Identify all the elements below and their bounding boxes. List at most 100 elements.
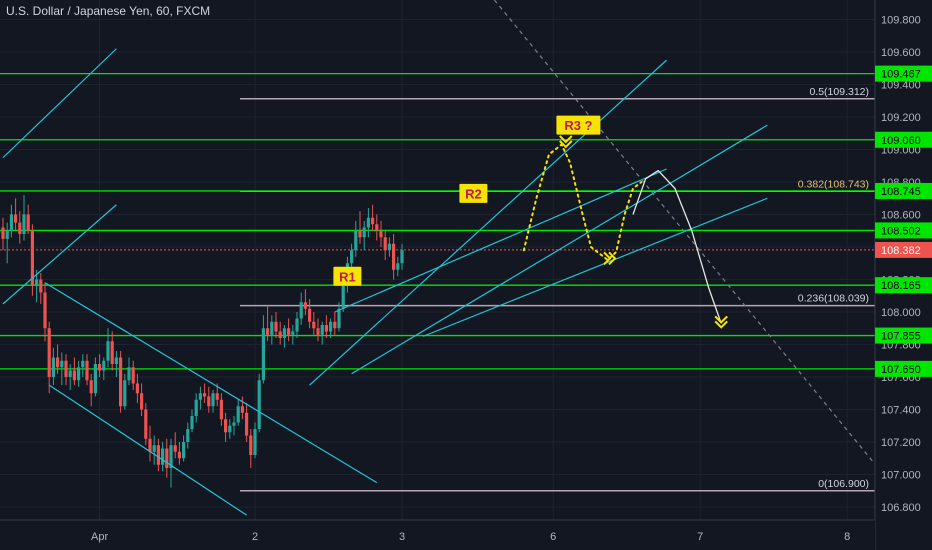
level-price-label: 108.165	[881, 280, 921, 292]
channel-line	[422, 197, 768, 337]
candle-body	[261, 328, 265, 381]
channel-line	[351, 124, 768, 375]
level-price-tag	[875, 222, 932, 239]
level-price-tag	[875, 131, 932, 148]
candles	[1, 195, 404, 488]
time-tick-label: 8	[844, 531, 850, 543]
candle-body	[56, 357, 60, 368]
level-price-tag	[875, 65, 932, 82]
time-tick-label: Apr	[91, 531, 108, 543]
time-axis[interactable]: Apr 2 3 6 7 8	[0, 519, 875, 550]
candle-body	[182, 442, 186, 459]
price-tick-label: 108.600	[881, 210, 921, 222]
candle-body	[207, 396, 211, 407]
candle-body	[383, 237, 387, 251]
time-axis-bg	[0, 520, 875, 550]
candle-body	[211, 393, 215, 407]
candle-body	[22, 214, 26, 234]
candle-body	[333, 321, 337, 329]
candle-body	[106, 341, 110, 361]
candle-body	[144, 409, 148, 439]
candle-body	[253, 429, 257, 455]
annotation-label: R3 ?	[564, 118, 592, 133]
candle-body	[114, 357, 118, 364]
price-axis[interactable]: 106.800107.000107.200107.400107.600107.8…	[874, 0, 932, 550]
price-tick-label: 109.400	[881, 80, 921, 92]
candle-body	[123, 380, 127, 407]
candle-body	[152, 445, 156, 452]
annotation-box	[333, 266, 362, 286]
level-price-label: 109.467	[881, 69, 921, 81]
candle-body	[39, 279, 43, 293]
candle-body	[43, 292, 47, 329]
candle-body	[9, 214, 13, 231]
candle-body	[224, 419, 228, 433]
candle-body	[30, 230, 34, 286]
candle-body	[77, 367, 81, 381]
candle-body	[240, 406, 244, 413]
price-tick-label: 109.600	[881, 47, 921, 59]
candle-body	[14, 214, 18, 223]
time-tick-label: 6	[550, 531, 556, 543]
candle-body	[110, 341, 114, 364]
price-tick-label: 107.200	[881, 437, 921, 449]
candle-body	[127, 367, 131, 381]
candle-body	[400, 250, 404, 264]
horizontal-levels	[0, 72, 875, 370]
fib-label: 0.382(108.743)	[798, 178, 869, 190]
candle-body	[232, 422, 236, 426]
candle-body	[341, 286, 345, 309]
candle-body	[274, 321, 278, 332]
price-axis-bg	[875, 0, 932, 550]
last-price-tag	[875, 241, 932, 258]
candle-body	[337, 308, 341, 329]
chevron-right-icon	[603, 251, 617, 266]
chevron-down-icon	[559, 135, 573, 149]
candle-body	[60, 360, 64, 368]
time-tick-label: 2	[252, 531, 258, 543]
level-price-label: 109.060	[881, 135, 921, 147]
price-tick-label: 106.800	[881, 502, 921, 514]
candle-body	[169, 445, 173, 468]
candle-body	[93, 364, 97, 394]
candle-body	[354, 230, 358, 251]
candle-body	[148, 438, 152, 452]
level-price-tag	[875, 360, 932, 377]
candle-body	[316, 328, 320, 335]
annotation-label: R1	[339, 269, 356, 284]
price-tick-label: 109.200	[881, 112, 921, 124]
candle-body	[266, 328, 270, 335]
projection-paths	[522, 135, 728, 329]
candle-body	[35, 279, 39, 286]
candle-body	[308, 308, 312, 322]
candle-body	[320, 325, 324, 335]
candle-body	[392, 243, 396, 270]
trend-lines	[2, 0, 882, 516]
candle-body	[219, 399, 223, 420]
candle-body	[186, 429, 190, 442]
candle-body	[194, 399, 198, 416]
candle-body	[5, 230, 9, 239]
level-price-tag	[875, 327, 932, 344]
candle-body	[299, 302, 303, 319]
level-price-label: 108.745	[881, 186, 921, 198]
candle-body	[72, 370, 76, 381]
channel-line	[44, 282, 378, 484]
level-price-label: 107.650	[881, 364, 921, 376]
candle-body	[140, 393, 144, 410]
candle-body	[156, 445, 160, 465]
candle-body	[278, 331, 282, 338]
candle-body	[358, 230, 362, 238]
channel-line	[2, 48, 117, 159]
candle-body	[379, 230, 383, 238]
candle-body	[362, 227, 366, 238]
candle-body	[18, 222, 22, 234]
fib-label: 0.5(109.312)	[809, 86, 869, 98]
candle-body	[228, 425, 232, 433]
candle-body	[245, 412, 249, 436]
candle-body	[324, 325, 328, 332]
candle-body	[366, 217, 370, 228]
candle-body	[81, 360, 85, 368]
channel-line	[334, 168, 667, 313]
